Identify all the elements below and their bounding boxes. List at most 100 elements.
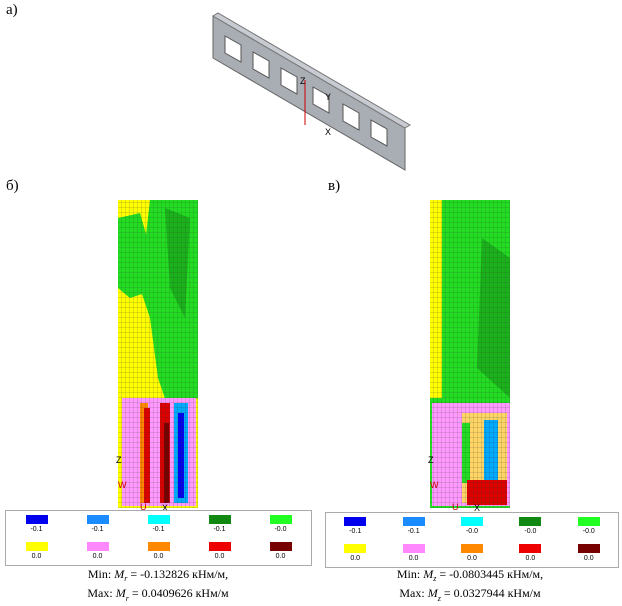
legend-label: 0.0 <box>350 555 361 562</box>
text: = -0.132826 кНм/м, <box>127 567 229 581</box>
legend-entry: -0.0 <box>505 517 555 535</box>
legend-entry: 0.0 <box>73 542 123 560</box>
legend-swatch <box>577 517 600 526</box>
caption-line: Min: Mr = -0.132826 кНм/м, <box>8 567 308 586</box>
legend-swatch <box>344 517 367 526</box>
legend-swatch <box>86 542 109 551</box>
panel-label: б) <box>6 178 19 194</box>
axis-label: Z <box>300 76 306 86</box>
contour-plot: Z W U X <box>428 200 510 513</box>
legend-label: -0.1 <box>349 528 362 535</box>
legend-entry: 0.0 <box>330 544 380 562</box>
axis-label: X <box>325 127 331 137</box>
legend-swatch <box>402 517 425 526</box>
text: Min: <box>396 567 424 581</box>
legend-label: -0.0 <box>465 528 479 535</box>
legend-swatch <box>461 544 483 553</box>
axis-label: U <box>140 502 147 512</box>
panel-label: в) <box>328 178 341 194</box>
axis-label: W <box>430 480 439 490</box>
legend-entry: 0.0 <box>447 544 497 562</box>
legend-label: 0.0 <box>153 553 164 560</box>
legend-swatch <box>519 517 542 526</box>
caption-line: Max: Mr = 0.0409626 кНм/м <box>8 586 308 605</box>
legend-label: -0.1 <box>30 526 43 533</box>
legend-label: -0.0 <box>582 528 595 535</box>
legend-entry: -0.1 <box>134 515 184 533</box>
legend-label: -0.1 <box>91 526 104 533</box>
legend-swatch <box>269 542 292 551</box>
legend-label: -0.1 <box>152 526 165 533</box>
legend-swatch <box>269 515 292 524</box>
legend-entry: -0.1 <box>195 515 245 533</box>
legend-entry: 0.0 <box>12 542 62 560</box>
legend-label: 0.0 <box>408 555 419 562</box>
axis-label: W <box>118 480 127 490</box>
subscript: z <box>437 593 441 603</box>
text: = 0.0327944 кНм/м <box>440 586 541 601</box>
text: Max: <box>399 586 428 601</box>
caption-line: Min: Mz = -0.0803445 кНм/м, <box>320 567 620 586</box>
legend-swatch <box>402 544 425 553</box>
legend-swatch <box>147 542 170 551</box>
subscript: r <box>125 593 129 603</box>
legend-label: 0.0 <box>214 553 225 560</box>
axis-label: U <box>452 502 459 512</box>
subscript: r <box>124 574 128 584</box>
legend-swatch <box>25 515 48 524</box>
legend-label: 0.0 <box>31 553 42 560</box>
text: = 0.0409626 кНм/м <box>128 586 229 601</box>
caption: Min: Mz = -0.0803445 кНм/м, Max: Mz = 0.… <box>320 567 620 606</box>
caption-line: Max: Mz = 0.0327944 кНм/м <box>320 586 620 605</box>
text: = -0.0803445 кНм/м, <box>436 567 544 581</box>
legend-entry: 0.0 <box>134 542 184 560</box>
legend-label: 0.0 <box>525 555 536 562</box>
legend-entry: -0.0 <box>447 517 497 535</box>
legend-entry: 0.0 <box>195 542 245 560</box>
legend-swatch <box>519 544 542 553</box>
panel-label: а) <box>6 2 18 18</box>
legend-entry: -0.1 <box>389 517 439 535</box>
legend: -0.1 -0.1 -0.1 -0.1 -0.0 0.0 0.0 0.0 0.0 0.0 <box>5 510 312 566</box>
axis-label: Y <box>325 92 331 102</box>
legend-label: 0.0 <box>467 555 477 562</box>
contour-plot: Z W U X <box>116 200 198 513</box>
legend-entry: 0.0 <box>256 542 306 560</box>
legend-label: 0.0 <box>92 553 103 560</box>
legend-label: -0.1 <box>407 528 420 535</box>
legend-swatch <box>147 515 170 524</box>
symbol: M <box>427 586 438 601</box>
legend-entry: 0.0 <box>505 544 555 562</box>
subscript: z <box>433 574 437 584</box>
legend-entry: -0.0 <box>564 517 614 535</box>
legend-swatch <box>86 515 109 524</box>
legend-swatch <box>208 515 231 524</box>
axis-label: X <box>162 503 168 513</box>
axis-label: X <box>474 503 480 513</box>
text: Min: <box>87 567 115 581</box>
legend-entry: 0.0 <box>564 544 614 562</box>
legend-entry: -0.1 <box>73 515 123 533</box>
legend-label: 0.0 <box>583 555 594 562</box>
legend: -0.1 -0.1 -0.0 -0.0 -0.0 0.0 0.0 0.0 0.0 0.0 <box>325 512 619 568</box>
legend-swatch <box>461 517 483 526</box>
text: Max: <box>87 586 116 601</box>
legend-label: -0.1 <box>213 526 226 533</box>
legend-label: -0.0 <box>524 528 537 535</box>
caption: Min: Mr = -0.132826 кНм/м, Max: Mr = 0.0… <box>8 567 308 606</box>
legend-swatch <box>577 544 600 553</box>
legend-entry: -0.1 <box>330 517 380 535</box>
symbol: M <box>115 586 126 601</box>
legend-entry: -0.1 <box>12 515 62 533</box>
symbol: M <box>423 567 434 581</box>
axis-label: Z <box>428 455 434 465</box>
legend-swatch <box>344 544 367 553</box>
legend-label: -0.0 <box>274 526 287 533</box>
legend-label: 0.0 <box>275 553 286 560</box>
symbol: M <box>114 567 125 581</box>
legend-swatch <box>208 542 231 551</box>
wall-3d: Z Y X <box>212 12 411 171</box>
legend-entry: -0.0 <box>256 515 306 533</box>
legend-swatch <box>25 542 48 551</box>
